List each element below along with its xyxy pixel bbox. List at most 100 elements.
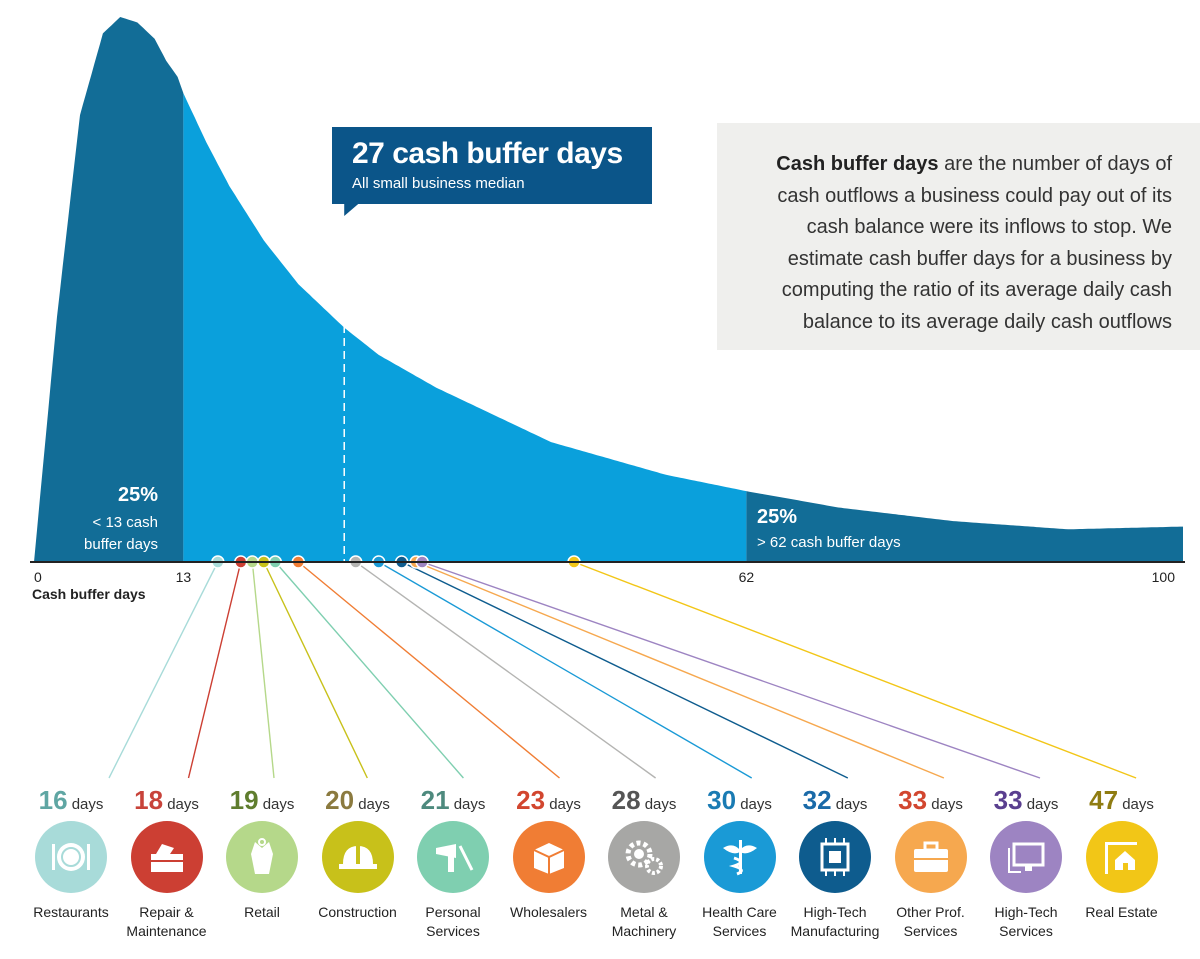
apron-icon [226,821,298,893]
chip-icon [799,821,871,893]
industry-days: 28 days [589,785,699,819]
industry-name: Health Care Services [685,903,795,941]
industry-name: Other Prof. Services [876,903,986,941]
industry-days: 33 days [876,785,986,819]
industry-name-line1: Retail [244,904,280,920]
industry-name-line1: Metal & [620,904,668,920]
industry-name-line1: High-Tech [803,904,867,920]
leader-line-10 [421,561,1041,779]
median-title: 27 cash buffer days [352,137,623,170]
industry-name-line1: Health Care [702,904,777,920]
middle-area [183,93,747,563]
leader-line-11 [573,561,1137,779]
industry-name-line2: Services [426,923,480,939]
industry-tile: 47 days Real Estate [1067,785,1177,943]
industry-days-word: days [640,796,677,813]
industry-name: Personal Services [398,903,508,941]
x-tick-label: 13 [176,569,192,585]
industry-days-value: 23 [516,785,546,815]
industry-tile: 19 days Retail [207,785,317,943]
industry-days-value: 32 [802,785,832,815]
callout-pointer [344,200,359,216]
industry-tile: 18 days Repair & Maintenance [112,785,222,943]
x-tick-label: 0 [34,569,42,585]
x-axis-label: Cash buffer days [32,586,146,602]
industry-tile: 30 days Health Care Services [685,785,795,943]
caduceus-icon [703,821,776,893]
industry-name: Restaurants [16,903,126,922]
definition-box: Cash buffer days are the number of days … [717,123,1200,350]
leader-line-8 [401,561,849,779]
industry-tile: 32 days High-Tech Manufacturing [780,785,890,943]
industry-days-word: days [449,796,486,813]
industry-days: 18 days [112,785,222,819]
plate-icon [35,821,107,893]
definition-text: are the number of days of cash outflows … [777,153,1172,333]
industry-tile: 23 days Wholesalers [494,785,604,943]
industry-days-value: 16 [38,785,68,815]
house-sign-icon [1085,821,1158,893]
industry-days: 16 days [16,785,126,819]
industry-days-value: 47 [1089,785,1119,815]
lower-quartile-line2: buffer days [84,536,158,553]
industry-name-line2: Manufacturing [790,923,880,939]
lower-quartile-area [34,17,184,562]
industry-days-word: days [831,796,868,813]
industry-name: Construction [303,903,413,922]
x-tick-label: 100 [1152,569,1176,585]
industry-days-word: days [1118,796,1154,813]
industry-days-word: days [736,796,772,813]
industry-name-line2: Maintenance [126,923,207,939]
industry-days-value: 20 [325,785,355,815]
industry-days-word: days [927,796,963,813]
industry-tile: 16 days Restaurants [16,785,126,943]
industry-days-word: days [163,796,199,813]
industry-days: 32 days [780,785,890,819]
industry-days: 23 days [494,785,604,819]
industry-days: 20 days [303,785,413,819]
industry-name-line1: High-Tech [994,904,1058,920]
leader-line-3 [263,561,368,779]
industry-name: Retail [207,903,317,922]
industry-name: High-Tech Manufacturing [780,903,890,941]
industry-days-word: days [545,796,581,813]
industry-name-line1: Wholesalers [509,904,588,920]
industry-days: 21 days [398,785,508,819]
leader-line-0 [108,561,219,779]
industry-name-line2: Machinery [611,923,677,939]
monitor-icon [990,821,1062,893]
hairdryer-icon [417,821,489,893]
leader-line-2 [251,561,275,779]
hardhat-icon [321,821,394,893]
industry-days-value: 33 [993,785,1023,815]
industry-days: 30 days [685,785,795,819]
toolbox-icon [130,821,203,893]
leader-line-9 [415,561,945,779]
industry-name: Metal & Machinery [589,903,699,941]
boxes-icon [512,821,585,893]
definition-term: Cash buffer days [776,153,939,175]
industry-days-value: 28 [611,785,641,815]
industry-days-value: 21 [420,785,450,815]
industry-days-value: 33 [898,785,928,815]
lower-quartile-pct: 25% [118,484,158,506]
industry-days-word: days [1022,796,1059,813]
industry-name: Real Estate [1067,903,1177,922]
upper-quartile-area [746,491,1183,562]
industry-tile: 33 days Other Prof. Services [876,785,986,943]
industry-days: 19 days [207,785,317,819]
industry-days-value: 19 [229,785,259,815]
industry-days-word: days [67,796,104,813]
industry-tile: 20 days Construction [303,785,413,943]
industry-tile: 28 days Metal & Machinery [589,785,699,943]
industry-name-line2: Services [999,923,1053,939]
industry-name-line2: Services [903,923,958,939]
industry-name-line1: Repair & [139,904,194,920]
x-tick-label: 62 [739,569,755,585]
industry-days: 33 days [971,785,1081,819]
industry-name-line1: Personal [425,904,481,920]
industry-tile: 21 days Personal Services [398,785,508,943]
leader-line-7 [378,561,753,779]
